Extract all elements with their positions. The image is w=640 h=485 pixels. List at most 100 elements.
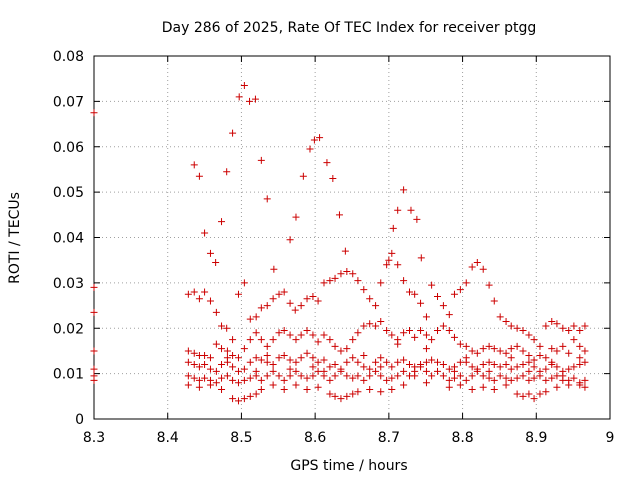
data-point — [240, 279, 248, 287]
data-point — [303, 386, 311, 394]
data-point — [269, 295, 277, 303]
data-point — [462, 342, 470, 350]
data-point — [218, 218, 226, 226]
data-point — [439, 361, 447, 369]
data-point — [314, 297, 322, 305]
data-point — [559, 342, 567, 350]
data-point — [565, 365, 573, 373]
data-point — [275, 290, 283, 298]
data-point — [559, 324, 567, 332]
data-point — [212, 367, 220, 375]
data-point — [513, 324, 521, 332]
data-point — [343, 392, 351, 400]
data-point — [400, 186, 408, 194]
data-point — [240, 365, 248, 373]
data-point — [229, 395, 237, 403]
data-point — [240, 81, 248, 89]
data-point — [337, 347, 345, 355]
data-point — [445, 327, 453, 335]
data-point — [252, 354, 260, 362]
data-point — [485, 367, 493, 375]
data-point — [581, 322, 589, 330]
chart-title: Day 286 of 2025, Rate Of TEC Index for r… — [162, 20, 537, 36]
data-point — [542, 365, 550, 373]
grid — [94, 56, 610, 419]
data-point — [292, 358, 300, 366]
data-point — [490, 376, 498, 384]
data-point — [360, 322, 368, 330]
data-point — [246, 315, 254, 323]
data-point — [251, 95, 259, 103]
data-point — [310, 136, 318, 144]
data-point — [331, 392, 339, 400]
data-point — [323, 159, 331, 167]
data-point — [536, 351, 544, 359]
data-point — [377, 317, 385, 325]
data-point — [223, 354, 231, 362]
data-point — [252, 329, 260, 337]
data-point — [275, 354, 283, 362]
data-point — [456, 340, 464, 348]
data-point — [428, 356, 436, 364]
data-point — [320, 331, 328, 339]
data-point — [394, 261, 402, 269]
data-point — [372, 302, 380, 310]
data-point — [90, 109, 98, 117]
data-point — [383, 327, 391, 335]
data-point — [502, 374, 510, 382]
data-point — [525, 351, 533, 359]
data-point — [190, 361, 198, 369]
data-point — [513, 363, 521, 371]
data-point — [316, 134, 324, 142]
data-point — [377, 372, 385, 380]
data-point — [269, 336, 277, 344]
data-point — [360, 286, 368, 294]
data-point — [257, 304, 265, 312]
data-point — [439, 372, 447, 380]
data-point — [366, 386, 374, 394]
data-point — [411, 290, 419, 298]
data-point — [360, 376, 368, 384]
data-point — [372, 322, 380, 330]
data-point — [445, 311, 453, 319]
data-point — [190, 161, 198, 169]
data-point — [502, 361, 510, 369]
data-point — [377, 363, 385, 371]
data-point — [394, 340, 402, 348]
data-point — [377, 279, 385, 287]
data-point — [280, 327, 288, 335]
data-point — [354, 329, 362, 337]
data-point — [360, 351, 368, 359]
y-tick-label: 0.03 — [53, 276, 84, 292]
data-point — [252, 390, 260, 398]
data-point — [292, 213, 300, 221]
data-point — [417, 299, 425, 307]
data-point — [223, 347, 231, 355]
data-point — [360, 363, 368, 371]
data-point — [354, 372, 362, 380]
data-point — [206, 381, 214, 389]
data-point — [341, 247, 349, 255]
data-point — [525, 390, 533, 398]
data-point — [309, 292, 317, 300]
data-point — [331, 274, 339, 282]
data-point — [240, 345, 248, 353]
data-point — [297, 331, 305, 339]
data-point — [553, 383, 561, 391]
data-point — [246, 336, 254, 344]
data-point — [280, 386, 288, 394]
data-point — [257, 386, 265, 394]
data-point — [383, 261, 391, 269]
data-point — [303, 349, 311, 357]
data-point — [234, 354, 242, 362]
data-point — [292, 367, 300, 375]
data-point — [388, 249, 396, 257]
data-point — [576, 327, 584, 335]
data-point — [473, 367, 481, 375]
data-point — [329, 175, 337, 183]
data-point — [553, 347, 561, 355]
data-point — [581, 358, 589, 366]
y-tick-label: 0.04 — [53, 231, 84, 247]
data-point — [234, 397, 242, 405]
data-point — [184, 358, 192, 366]
